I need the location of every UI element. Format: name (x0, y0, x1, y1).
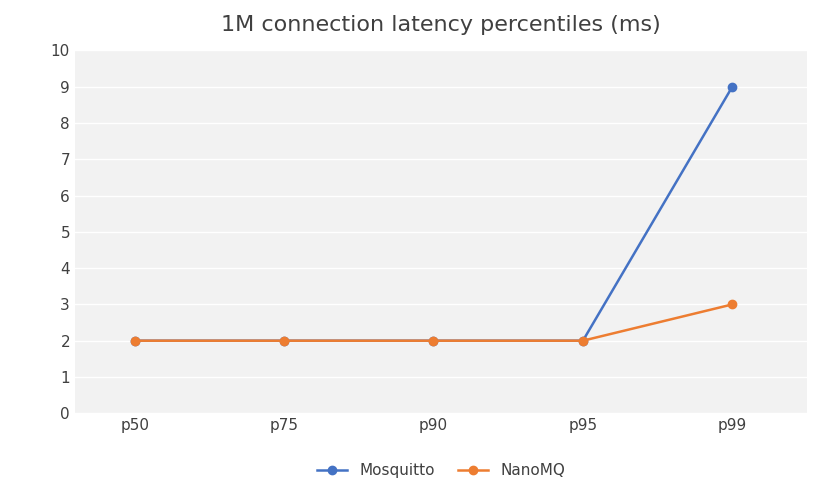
Line: Mosquitto: Mosquitto (131, 83, 736, 345)
Mosquitto (428, 338, 438, 344)
Mosquitto (130, 338, 140, 344)
Mosquitto (578, 338, 588, 344)
NanoMQ (578, 338, 588, 344)
Mosquitto (727, 84, 737, 90)
NanoMQ (428, 338, 438, 344)
Line: NanoMQ: NanoMQ (131, 300, 736, 345)
Mosquitto (279, 338, 289, 344)
NanoMQ (130, 338, 140, 344)
NanoMQ (727, 301, 737, 307)
Legend: Mosquitto, NanoMQ: Mosquitto, NanoMQ (310, 457, 572, 484)
NanoMQ (279, 338, 289, 344)
Title: 1M connection latency percentiles (ms): 1M connection latency percentiles (ms) (221, 15, 661, 35)
